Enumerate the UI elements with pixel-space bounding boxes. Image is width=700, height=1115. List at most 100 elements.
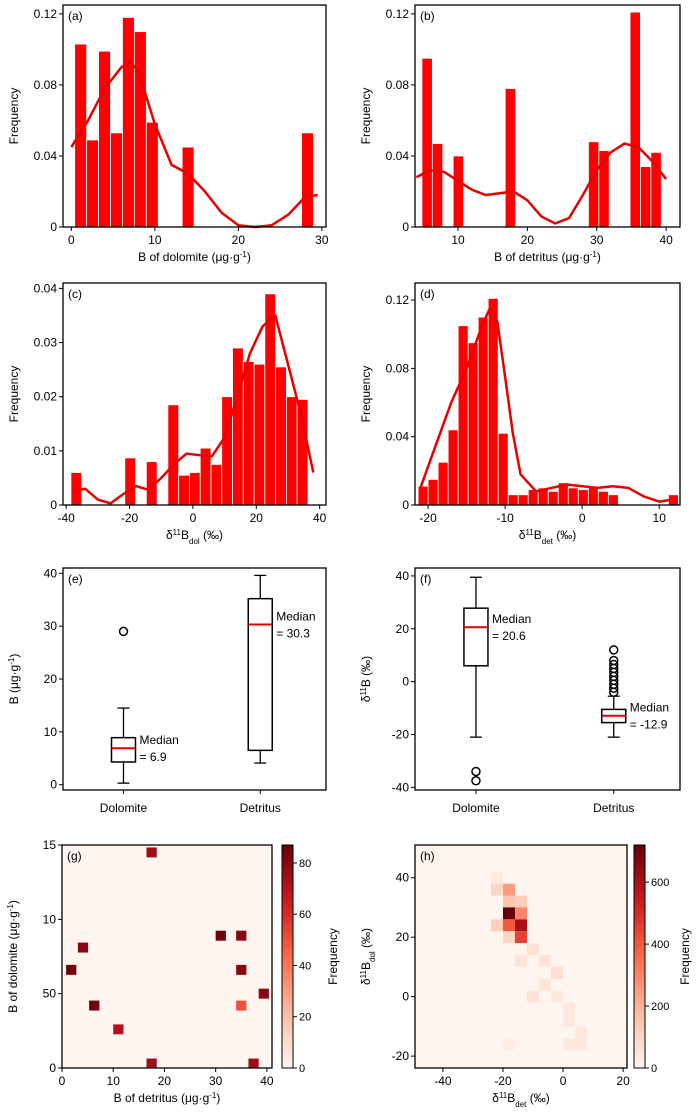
heatmap-cell [77, 942, 89, 953]
bar [507, 494, 519, 506]
y-tick-label: 0.12 [386, 7, 410, 21]
heatmap-cell [514, 895, 528, 908]
y-axis-label: Frequency [7, 366, 21, 423]
y-axis-label: Frequency [359, 366, 373, 423]
x-axis-label-part: (‰) [200, 528, 223, 542]
bar [587, 487, 599, 506]
colorbar-tick-label: 0 [299, 1063, 305, 1075]
colorbar-tick-label: 40 [299, 960, 311, 972]
y-tick-label: 0.08 [386, 78, 410, 92]
colorbar-tick-label: 200 [651, 1001, 669, 1013]
plot-frame [61, 844, 273, 1069]
y-tick-label: -20 [392, 728, 410, 742]
heatmap-cell [563, 1002, 576, 1015]
heatmap-cell [514, 919, 528, 932]
bar [98, 50, 111, 228]
flier [471, 776, 481, 786]
heatmap-cell [89, 1000, 100, 1011]
x-axis-label-part: δ [492, 1091, 499, 1105]
bar [504, 88, 516, 228]
heatmap-cell [236, 1000, 247, 1011]
kde-line [72, 314, 315, 505]
y-tick-label: 0 [50, 498, 57, 512]
bar [189, 472, 201, 506]
x-tick-label: -20 [121, 511, 139, 525]
heatmap-cell [527, 943, 540, 956]
median-label: Median [630, 701, 669, 715]
x-axis-label-part: B [507, 1091, 515, 1105]
x-axis-label-part: (‰) [553, 528, 576, 542]
x-tick-label: 20 [232, 233, 246, 247]
y-tick-label: 20 [44, 672, 58, 686]
y-tick-label: 0 [402, 498, 409, 512]
median-label: Median [276, 610, 315, 624]
bar [110, 132, 123, 228]
box [463, 607, 489, 667]
x-tick-label: 0 [190, 511, 197, 525]
x-tick-label: 10 [148, 233, 162, 247]
bar [296, 399, 309, 506]
bar [427, 478, 439, 506]
bar [517, 494, 529, 506]
plot-frame [414, 567, 681, 791]
x-axis-label-sub: det [515, 1100, 527, 1109]
bar [447, 429, 459, 506]
y-axis-label: B (μg·g-1) [7, 654, 22, 705]
x-axis-label-sub: dol [189, 537, 200, 546]
x-tick-label: Detritus [240, 801, 281, 815]
x-axis-label-part: B of dolomite (μg·g [138, 250, 240, 264]
bar [629, 11, 641, 228]
x-tick-label: Dolomite [452, 801, 500, 815]
y-tick-label: 0 [402, 990, 409, 1004]
x-tick-label: -10 [496, 511, 514, 525]
y-axis-label-part: (‰) [359, 928, 373, 951]
y-tick-label: 0 [402, 675, 409, 689]
colorbar-tick-label: 60 [299, 909, 311, 921]
plot-frame [62, 567, 327, 791]
x-tick-label: 10 [107, 1074, 121, 1088]
y-tick-label: -20 [392, 1049, 410, 1063]
y-tick-label: 0 [402, 220, 409, 234]
y-tick-label: 0.08 [34, 78, 58, 92]
bar [421, 57, 433, 228]
y-axis-label-sup: -1 [6, 904, 15, 912]
x-axis-label-part: B [181, 528, 189, 542]
x-tick-label: -40 [434, 1074, 452, 1088]
y-tick-label: 50 [43, 987, 57, 1001]
x-axis-label-part: (‰) [526, 1091, 549, 1105]
x-axis-label-part: ) [597, 250, 601, 264]
x-axis-label-part: B of detritus (μg·g [114, 1091, 210, 1105]
y-axis-label: Frequency [359, 88, 373, 145]
bar [452, 155, 464, 228]
y-tick-label: 0.08 [386, 361, 410, 375]
box [110, 736, 137, 763]
heatmap-cell [551, 990, 564, 1003]
median-label: Median [492, 612, 531, 626]
colorbar [281, 844, 294, 1069]
heatmap-cell [527, 990, 540, 1003]
panel-label: (g) [67, 849, 82, 863]
bar [467, 342, 479, 506]
heatmap-cell [236, 930, 247, 941]
y-axis-label-sup: 11 [359, 687, 368, 696]
bar [477, 316, 489, 506]
heatmap-cell [539, 978, 552, 991]
x-axis-label-part: B of detritus (μg·g [494, 250, 590, 264]
y-axis-label-part: B (‰) [359, 656, 373, 687]
colorbar-label: Frequency [678, 928, 692, 985]
x-tick-label: 0 [560, 1074, 567, 1088]
y-axis-label-part: B [359, 962, 373, 970]
panel-label: (c) [68, 287, 82, 301]
x-tick-label: 30 [590, 233, 604, 247]
heatmap-cell [490, 871, 503, 884]
x-tick-label: 40 [313, 511, 327, 525]
x-tick-label: 10 [451, 233, 465, 247]
heatmap-cell [502, 1038, 515, 1051]
y-axis-label-part: δ [359, 695, 373, 702]
y-tick-label: 10 [43, 912, 57, 926]
x-tick-label: 30 [209, 1074, 223, 1088]
median-label: = 30.3 [276, 627, 310, 641]
y-tick-label: 0.03 [34, 336, 58, 350]
colorbar [633, 844, 646, 1069]
